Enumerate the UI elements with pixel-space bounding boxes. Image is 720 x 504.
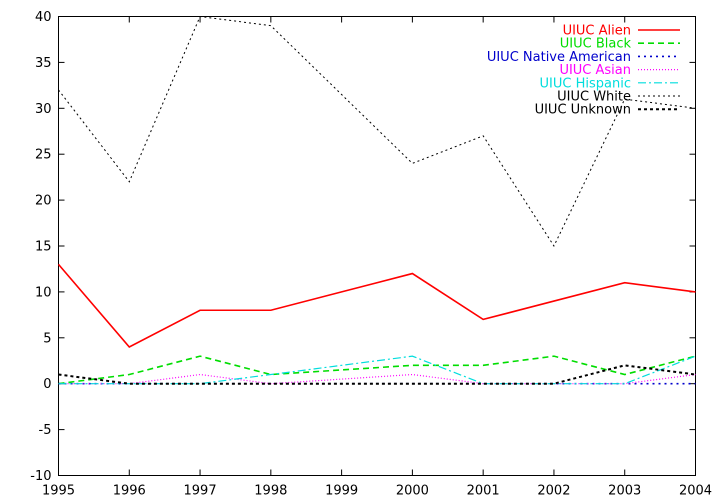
legend-label: UIUC Native American [487,50,631,65]
series-line-uiuc-white [58,15,696,248]
legend-label: UIUC Hispanic [540,76,631,91]
series-line-uiuc-hispanic [58,355,696,385]
y-tick-label: 0 [43,377,51,392]
x-tick-label: 1997 [184,484,217,499]
x-tick-label: 1996 [113,484,146,499]
y-tick-label: 15 [35,240,52,255]
y-tick-label: -10 [30,469,51,484]
series-layer [57,15,696,385]
y-tick-label: 20 [35,194,52,209]
y-tick-label: 40 [35,10,52,25]
y-tick-label: 35 [35,56,52,71]
series-line-uiuc-alien [57,263,696,348]
x-tick-label: 1998 [254,484,287,499]
x-tick-label: 2001 [467,484,500,499]
x-tick-label: 2004 [679,484,712,499]
x-tick-label: 2002 [537,484,570,499]
legend-label: UIUC White [557,90,631,105]
x-tick-label: 2000 [396,484,429,499]
x-tick-label: 1999 [325,484,358,499]
y-tick-label: 10 [35,285,52,300]
series-line-uiuc-asian [58,373,696,385]
y-tick-label: 5 [43,331,51,346]
legend-label: UIUC Alien [563,24,631,39]
axes: -10 -5 0 5 10 15 20 25 30 35 40 1995 1996 1997 1998 199… [30,10,712,499]
y-tick-label: 30 [35,102,52,117]
x-tick-label: 2003 [608,484,641,499]
y-tick-label: -5 [39,423,52,438]
series-line-uiuc-unknown [58,364,696,385]
legend-label: UIUC Unknown [535,103,631,118]
y-tick-label: 25 [35,148,52,163]
x-tick-label: 1995 [42,484,75,499]
legend-label: UIUC Asian [559,63,631,78]
legend-label: UIUC Black [560,37,632,52]
series-line-uiuc-black [58,355,696,385]
